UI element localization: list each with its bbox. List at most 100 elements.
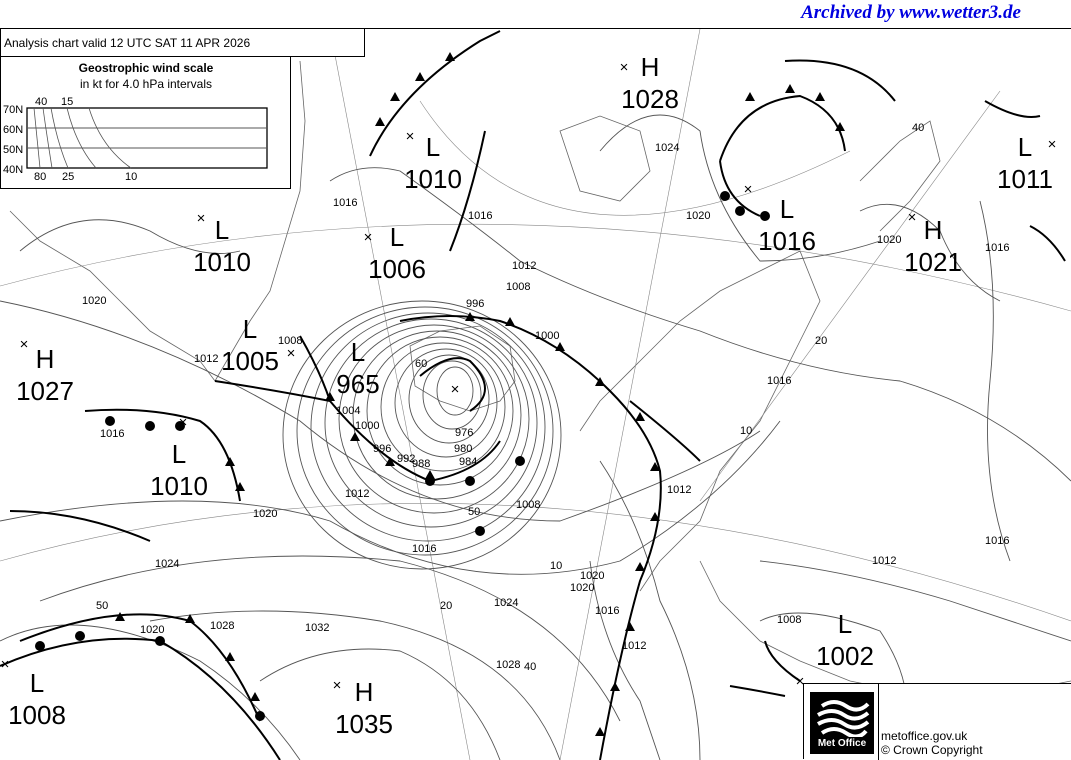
isobar-label: 996: [466, 298, 484, 310]
front-symbol: [145, 421, 155, 431]
scale-label-40: 40: [35, 96, 47, 108]
isobar-label: 1000: [355, 420, 379, 432]
pressure-center-type: L: [780, 194, 794, 224]
center-cross-icon: ×: [908, 209, 917, 226]
footer-divider: [878, 684, 879, 760]
pressure-center-value: 1008: [8, 700, 66, 730]
pressure-center-type: L: [172, 439, 186, 469]
front-symbol: [505, 317, 515, 326]
isobar-label: 1020: [140, 624, 164, 636]
front-line: [449, 130, 486, 252]
front-symbol: [650, 462, 660, 471]
isobar: [436, 366, 474, 416]
front-symbol: [235, 482, 245, 491]
isobar-label: 1016: [100, 428, 124, 440]
pressure-center-value: 1010: [193, 247, 251, 277]
front-line: [729, 685, 786, 697]
met-office-logo[interactable]: Met Office: [810, 692, 874, 754]
front-symbol: [350, 432, 360, 441]
isobar: [310, 312, 546, 542]
isobar: [0, 420, 781, 575]
center-cross-icon: ×: [796, 673, 805, 690]
isobar-label: 20: [815, 335, 827, 347]
lat-label-50n: 50N: [3, 144, 23, 156]
isobar-label: 1012: [872, 555, 896, 567]
isobar-label: 50: [468, 506, 480, 518]
isobar-label: 40: [524, 661, 536, 673]
front-line: [399, 315, 662, 760]
front-symbol: [745, 92, 755, 101]
isobar: [859, 203, 1001, 302]
center-cross-icon: ×: [406, 128, 415, 145]
isobar-label: 40: [912, 122, 924, 134]
front-symbol: [625, 622, 635, 631]
front-symbol: [785, 84, 795, 93]
isobar: [39, 555, 621, 722]
front-symbol: [185, 614, 195, 623]
isobar-label: 50: [96, 600, 108, 612]
center-cross-icon: ×: [451, 381, 460, 398]
center-cross-icon: ×: [1, 656, 10, 673]
isobar-label: 1016: [767, 375, 791, 387]
pressure-center-type: H: [36, 344, 55, 374]
scale-label-80: 80: [34, 171, 46, 183]
center-cross-icon: ×: [197, 210, 206, 227]
center-cross-icon: ×: [620, 59, 629, 76]
center-cross-icon: ×: [744, 181, 753, 198]
wind-scale-subtitle: in kt for 4.0 hPa intervals: [79, 77, 213, 91]
front-symbol: [105, 416, 115, 426]
front-line: [9, 510, 151, 542]
pressure-center-type: L: [390, 222, 404, 252]
front-symbol: [390, 92, 400, 101]
archive-banner[interactable]: Archived by www.wetter3.de: [801, 2, 1021, 23]
front-line: [764, 640, 801, 682]
isobar-label: 1012: [512, 260, 536, 272]
pressure-center-type: L: [426, 132, 440, 162]
isobar-label: 1020: [82, 295, 106, 307]
center-cross-icon: ×: [364, 229, 373, 246]
center-cross-icon: ×: [20, 336, 29, 353]
front-line: [1029, 225, 1066, 262]
center-cross-icon: ×: [287, 345, 296, 362]
front-symbol: [760, 211, 770, 221]
lat-lon-grid: [0, 29, 1071, 760]
front-symbol: [115, 612, 125, 621]
isobar-label: 10: [550, 560, 562, 572]
front-line: [984, 100, 1041, 118]
isobar-label: 1024: [655, 142, 679, 154]
isobar-label: 1020: [570, 582, 594, 594]
isobar: [296, 306, 554, 556]
front-symbol: [650, 512, 660, 521]
isobar-label: 20: [440, 600, 452, 612]
isobar-label: 988: [412, 458, 430, 470]
pressure-center-value: 1027: [16, 376, 74, 406]
front-symbol: [385, 457, 395, 466]
front-symbol: [250, 692, 260, 701]
isobar: [979, 200, 1011, 562]
isobar: [329, 167, 1071, 482]
lat-label-60n: 60N: [3, 124, 23, 136]
isobar: [599, 460, 701, 760]
pressure-center-type: H: [355, 677, 374, 707]
front-line: [719, 94, 846, 162]
front-symbol: [425, 476, 435, 486]
front-symbol: [445, 52, 455, 61]
front-symbol: [255, 711, 265, 721]
isobar: [759, 560, 1071, 642]
wind-scale-graph: 70N 60N 50N 40N 40 15 80 25 10: [3, 96, 268, 183]
pressure-center-value: 1010: [404, 164, 462, 194]
europe-coast: [699, 560, 1071, 702]
isobar: [149, 610, 561, 760]
isobar-label: 1016: [468, 210, 492, 222]
website-link[interactable]: metoffice.gov.uk: [881, 729, 968, 743]
isobar-label: 1016: [985, 535, 1009, 547]
isobar: [589, 560, 661, 760]
pressure-center-type: L: [243, 314, 257, 344]
front-line: [369, 30, 501, 157]
